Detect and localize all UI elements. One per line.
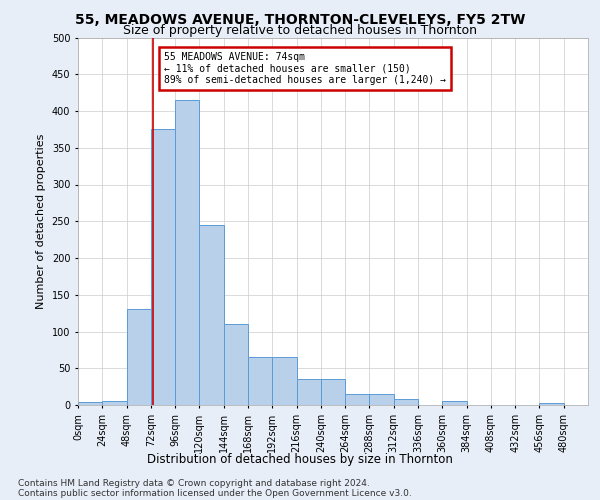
Bar — [127, 310, 151, 405]
Bar — [175, 100, 199, 405]
Bar — [539, 403, 564, 405]
Text: Contains public sector information licensed under the Open Government Licence v3: Contains public sector information licen… — [18, 489, 412, 498]
Bar — [102, 400, 127, 405]
Text: Distribution of detached houses by size in Thornton: Distribution of detached houses by size … — [147, 452, 453, 466]
Bar — [224, 324, 248, 405]
Bar — [296, 380, 321, 405]
Bar — [199, 225, 224, 405]
Bar — [248, 357, 272, 405]
Text: 55, MEADOWS AVENUE, THORNTON-CLEVELEYS, FY5 2TW: 55, MEADOWS AVENUE, THORNTON-CLEVELEYS, … — [75, 12, 525, 26]
Bar — [370, 394, 394, 405]
Bar — [321, 380, 345, 405]
Bar — [394, 399, 418, 405]
Bar — [78, 402, 102, 405]
Bar — [345, 394, 370, 405]
Text: Contains HM Land Registry data © Crown copyright and database right 2024.: Contains HM Land Registry data © Crown c… — [18, 479, 370, 488]
Bar — [151, 130, 175, 405]
Text: Size of property relative to detached houses in Thornton: Size of property relative to detached ho… — [123, 24, 477, 37]
Bar — [272, 357, 296, 405]
Y-axis label: Number of detached properties: Number of detached properties — [36, 134, 46, 309]
Bar — [442, 400, 467, 405]
Text: 55 MEADOWS AVENUE: 74sqm
← 11% of detached houses are smaller (150)
89% of semi-: 55 MEADOWS AVENUE: 74sqm ← 11% of detach… — [164, 52, 446, 86]
